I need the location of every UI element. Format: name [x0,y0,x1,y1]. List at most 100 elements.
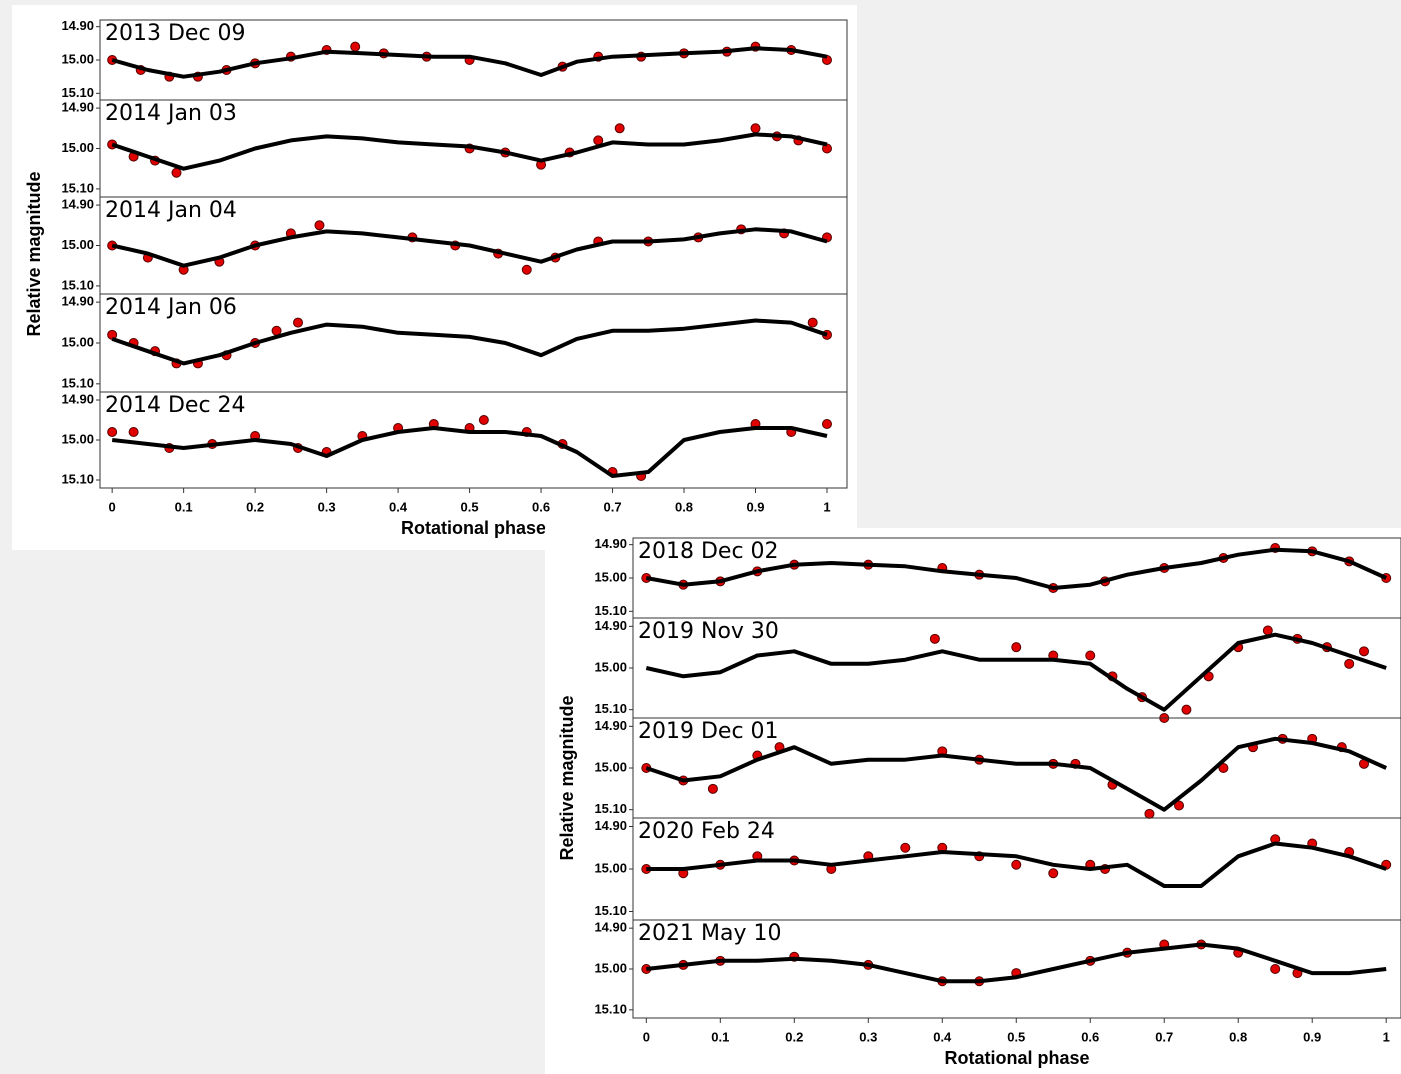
data-point [821,419,832,429]
x-tick-label: 0.4 [389,499,408,514]
panel-title: 2014 Jan 06 [105,295,237,320]
panel-title: 2019 Dec 01 [638,719,779,744]
x-tick-label: 0.5 [461,499,479,514]
y-tick-label: 14.90 [61,294,94,309]
y-tick-label: 14.90 [61,18,94,33]
x-tick-label: 0.1 [711,1029,729,1044]
x-tick-label: 0.7 [603,499,621,514]
data-point [807,317,818,328]
y-tick-label: 15.00 [61,431,94,446]
x-tick-label: 0.8 [1229,1029,1247,1044]
y-tick-label: 15.00 [594,569,627,584]
panel-title: 2014 Jan 03 [105,101,237,126]
x-tick-label: 0.7 [1155,1029,1173,1044]
x-tick-label: 0.1 [175,499,193,514]
data-point [707,783,718,794]
y-tick-label: 14.90 [594,618,627,633]
x-axis-label: Rotational phase [944,1048,1089,1068]
data-point [107,427,118,437]
data-point [1181,704,1192,715]
y-tick-label: 15.00 [594,960,627,975]
y-tick-label: 15.10 [594,903,627,918]
y-tick-label: 15.00 [61,237,94,252]
fit-line [111,426,828,478]
y-tick-label: 14.90 [61,100,94,115]
fit-line [646,841,1387,888]
x-tick-label: 0 [643,1029,650,1044]
fit-line [645,736,1388,812]
y-tick-label: 15.00 [61,51,94,66]
panel-title: 2019 Nov 30 [638,619,779,644]
panel-title: 2020 Feb 24 [638,819,775,844]
panel-title: 2018 Dec 02 [638,539,779,564]
y-tick-label: 15.00 [594,759,627,774]
y-axis-label: Relative magnitude [24,171,44,336]
x-tick-label: 0 [109,499,116,514]
y-tick-label: 14.90 [594,718,627,733]
y-tick-label: 15.10 [61,375,94,390]
fit-line [645,547,1388,590]
x-tick-label: 0.2 [246,499,264,514]
y-tick-label: 15.10 [61,277,94,292]
data-point [314,220,325,231]
fit-line [111,227,828,268]
data-point [1011,642,1022,653]
y-tick-label: 14.90 [61,197,94,212]
x-tick-label: 0.4 [933,1029,952,1044]
y-tick-label: 15.10 [61,180,94,195]
y-tick-label: 15.00 [61,334,94,349]
y-tick-label: 14.90 [594,818,627,833]
data-point [750,123,761,134]
fit-line [111,318,828,366]
data-point [1174,800,1185,811]
data-point [171,167,182,178]
x-tick-label: 0.8 [675,499,693,514]
x-tick-label: 0.5 [1007,1029,1025,1044]
data-point [293,317,304,328]
data-point [1011,859,1022,870]
x-tick-label: 0.6 [532,499,550,514]
fit-line [645,632,1387,712]
fit-line [646,942,1387,984]
data-point [271,325,282,336]
y-tick-label: 15.10 [594,701,627,716]
data-point [1344,658,1355,669]
y-axis-label: Relative magnitude [557,695,577,860]
data-point [614,123,625,134]
data-point [1048,868,1059,879]
x-tick-label: 0.9 [1303,1029,1321,1044]
x-tick-label: 0.3 [859,1029,877,1044]
y-tick-label: 14.90 [594,536,627,551]
fit-line [111,132,828,171]
panel-title: 2014 Dec 24 [105,393,246,418]
data-point [350,41,361,52]
data-point [1144,808,1155,819]
figure-background [12,5,857,550]
data-point [1359,646,1370,657]
y-tick-label: 15.10 [594,603,627,618]
panel-title: 2014 Jan 04 [105,198,237,223]
y-tick-label: 15.10 [61,85,94,100]
data-point [128,427,139,437]
panel-title: 2013 Dec 09 [105,21,246,46]
x-tick-label: 0.2 [785,1029,803,1044]
x-axis-label: Rotational phase [401,518,546,538]
x-tick-label: 0.9 [746,499,764,514]
data-point [1270,964,1281,974]
data-point [929,633,940,644]
fit-line [111,46,828,79]
figure-background [545,528,1401,1074]
y-tick-label: 15.00 [594,659,627,674]
data-point [900,842,911,853]
y-tick-label: 15.00 [61,140,94,155]
y-tick-label: 15.10 [61,471,94,486]
x-tick-label: 0.3 [318,499,336,514]
x-tick-label: 1 [823,499,830,514]
x-tick-label: 1 [1383,1029,1390,1044]
x-tick-label: 0.6 [1081,1029,1099,1044]
data-point [1218,763,1229,773]
panel-title: 2021 May 10 [638,921,781,946]
y-tick-label: 15.00 [594,860,627,875]
